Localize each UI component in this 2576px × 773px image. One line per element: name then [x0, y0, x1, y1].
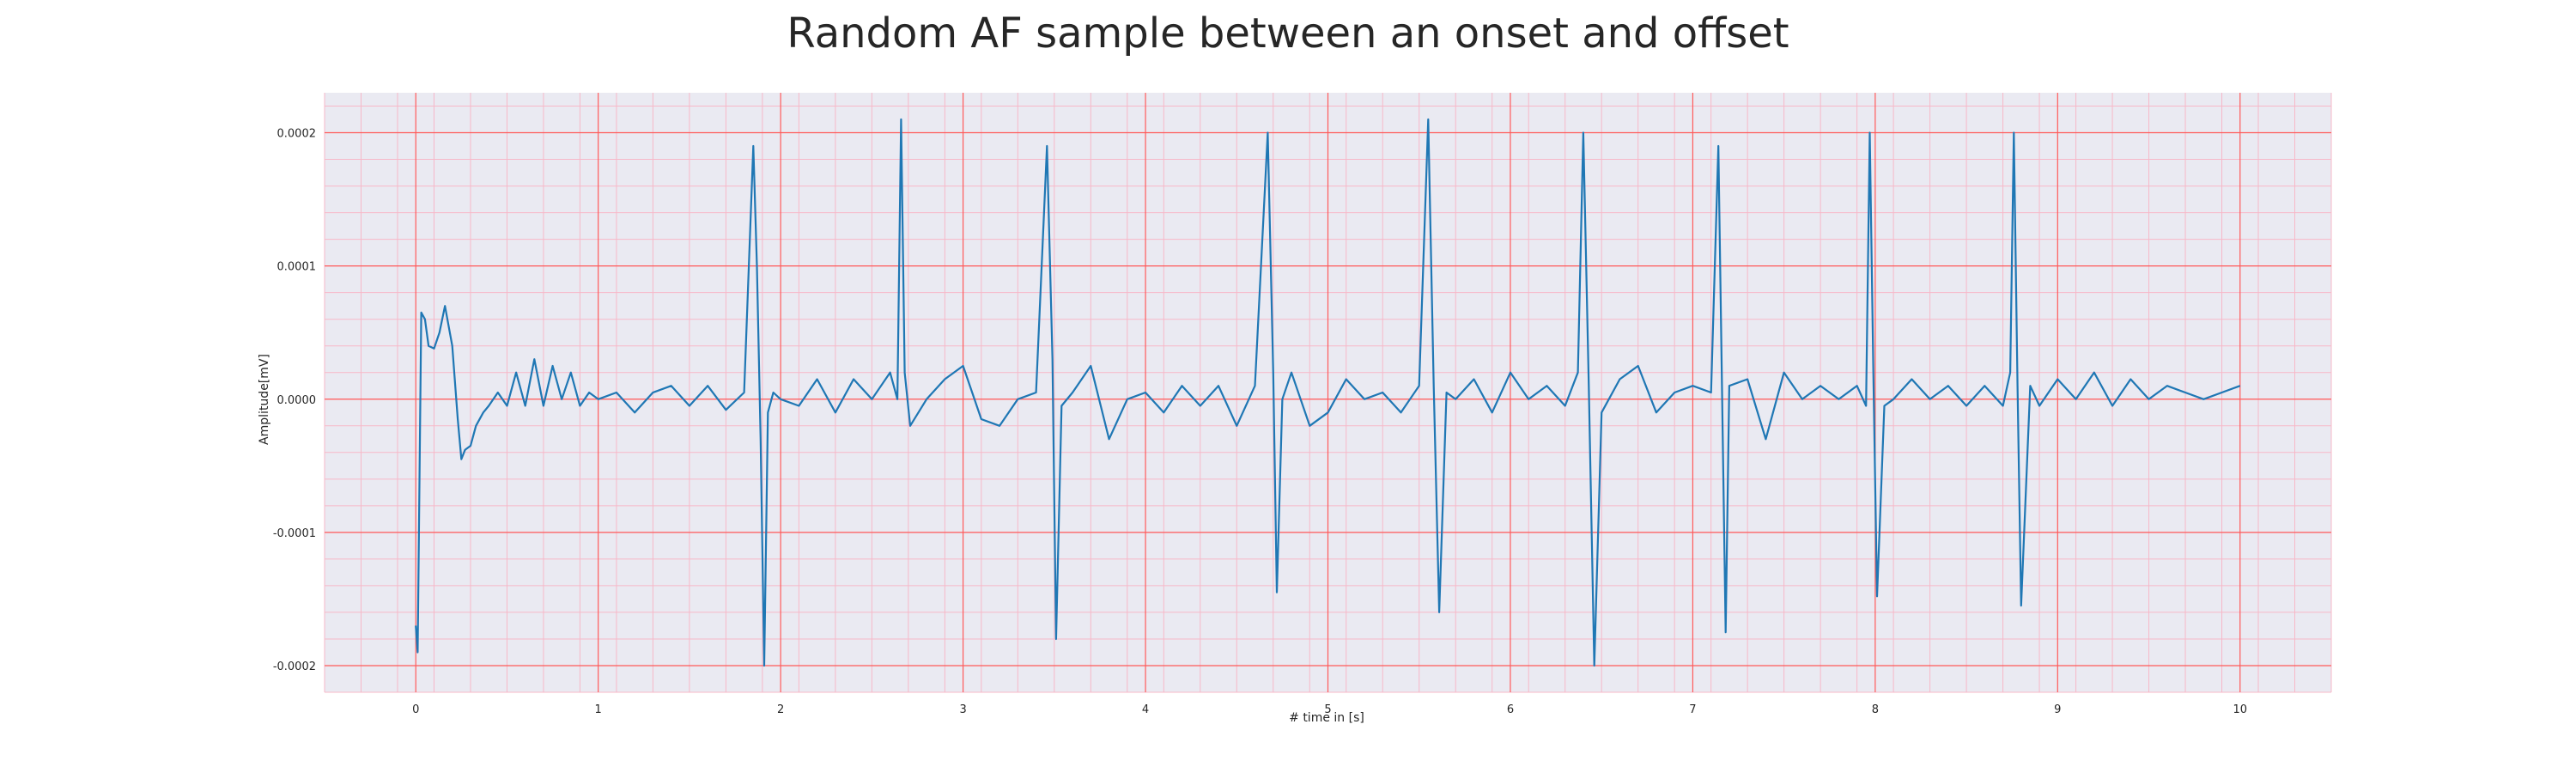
chart-title: Random AF sample between an onset and of… — [787, 9, 1789, 58]
x-tick-label: 8 — [1872, 703, 1879, 716]
series-line-0 — [415, 118, 2241, 667]
y-axis-ticks: -0.0002 -0.0001 0.0000 0.0001 0.0002 — [273, 128, 316, 673]
series-layer — [415, 118, 2241, 667]
x-tick-label: 5 — [1324, 703, 1331, 716]
major-grid — [325, 93, 2331, 692]
x-tick-label: 9 — [2054, 703, 2061, 716]
y-tick-label: -0.0002 — [273, 660, 316, 673]
x-tick-label: 0 — [412, 703, 419, 716]
x-tick-label: 3 — [959, 703, 966, 716]
y-tick-label: 0.0000 — [277, 394, 317, 407]
y-tick-label: 0.0002 — [277, 128, 317, 141]
x-tick-label: 6 — [1507, 703, 1514, 716]
x-axis-ticks: 0 1 2 3 4 5 6 7 8 9 10 — [412, 703, 2247, 716]
x-tick-label: 1 — [595, 703, 602, 716]
x-tick-label: 4 — [1142, 703, 1149, 716]
y-tick-label: 0.0001 — [277, 261, 317, 274]
y-axis-label: Amplitude[mV] — [258, 354, 271, 445]
x-axis-label: # time in [s] — [1289, 711, 1364, 725]
x-tick-label: 10 — [2233, 703, 2247, 716]
x-tick-label: 7 — [1689, 703, 1696, 716]
y-tick-label: -0.0001 — [273, 527, 316, 540]
x-tick-label: 2 — [777, 703, 784, 716]
